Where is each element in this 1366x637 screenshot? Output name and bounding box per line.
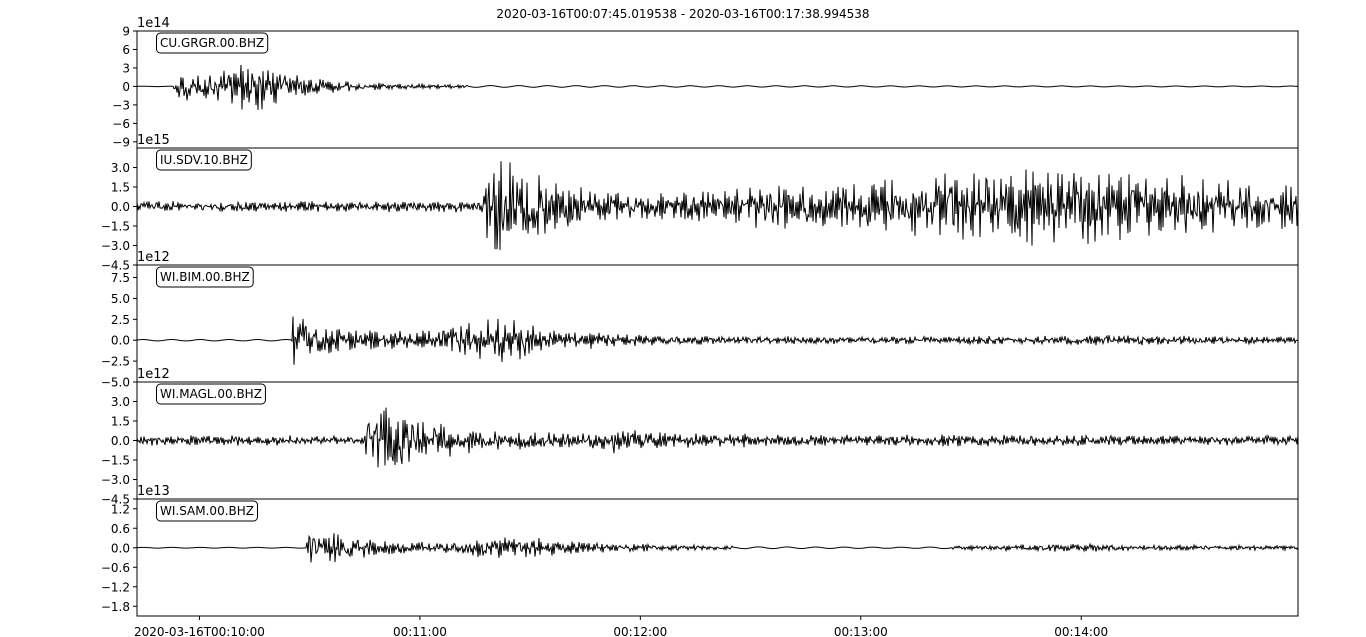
y-tick-label: −4.5 bbox=[101, 259, 130, 273]
station-label: WI.BIM.00.BHZ bbox=[160, 270, 250, 284]
panel-frame bbox=[136, 30, 1299, 149]
y-exponent-label: 1e12 bbox=[137, 250, 170, 265]
y-tick-label: −1.5 bbox=[101, 220, 130, 234]
panel-wi-bim-00-bhz: 7.5 5.0 2.5 0.0 −2.5 −5.0 1e12 WI.BIM.00.BHZ bbox=[101, 250, 1299, 390]
station-label-box bbox=[156, 266, 254, 288]
y-exponent-label: 1e13 bbox=[137, 484, 170, 499]
y-tick-label: −2.5 bbox=[101, 355, 130, 369]
y-tick-label: −1.5 bbox=[101, 454, 130, 468]
y-exponent-label: 1e15 bbox=[137, 133, 170, 148]
panel-iu-sdv-10-bhz: 3.0 1.5 0.0 −1.5 −3.0 −4.5 1e15 IU.SDV.10.BHZ bbox=[101, 133, 1299, 273]
station-label: WI.SAM.00.BHZ bbox=[160, 504, 254, 518]
y-tick-label: −4.5 bbox=[101, 493, 130, 507]
waveform-trace bbox=[137, 161, 1298, 250]
x-tick-label: 00:14:00 bbox=[1054, 625, 1108, 637]
y-tick-label: −3.0 bbox=[101, 473, 130, 487]
y-tick-label: 9 bbox=[122, 25, 130, 39]
y-tick-label: −6 bbox=[112, 117, 130, 131]
y-tick-label: −3.0 bbox=[101, 239, 130, 253]
trace-panels: 9 6 3 0 −3 −6 −9 1e14 CU.GRGR.00.BHZ 3.0 1.5 0.0 −1.… bbox=[101, 16, 1299, 617]
y-tick-label: 3 bbox=[122, 61, 130, 75]
station-label-box bbox=[156, 383, 266, 405]
y-tick-label: 0.0 bbox=[111, 434, 130, 448]
panel-frame bbox=[136, 264, 1299, 383]
y-tick-label: 3.0 bbox=[111, 161, 130, 175]
y-tick-label: 5.0 bbox=[111, 292, 130, 306]
waveform-trace bbox=[137, 533, 1298, 563]
panel-wi-magl-00-bhz: 3.0 1.5 0.0 −1.5 −3.0 −4.5 1e12 WI.MAGL.00.BHZ bbox=[101, 367, 1299, 507]
station-label: CU.GRGR.00.BHZ bbox=[160, 36, 264, 50]
y-tick-label: 0.0 bbox=[111, 200, 130, 214]
x-tick-label: 00:12:00 bbox=[613, 625, 667, 637]
y-tick-label: 0.0 bbox=[111, 541, 130, 555]
x-tick-label: 00:13:00 bbox=[834, 625, 888, 637]
chart-title: 2020-03-16T00:07:45.019538 - 2020-03-16T… bbox=[496, 7, 869, 21]
y-exponent-label: 1e14 bbox=[137, 16, 170, 31]
panel-cu-grgr-00-bhz: 9 6 3 0 −3 −6 −9 1e14 CU.GRGR.00.BHZ bbox=[112, 16, 1299, 149]
panel-wi-sam-00-bhz: 1.2 0.6 0.0 −0.6 −1.2 −1.8 1e13 WI.SAM.00.BHZ bbox=[101, 484, 1299, 617]
waveform-trace bbox=[137, 407, 1298, 468]
y-tick-label: 1.5 bbox=[111, 181, 130, 195]
y-tick-label: 1.2 bbox=[111, 502, 130, 516]
y-tick-label: −5.0 bbox=[101, 376, 130, 390]
waveform-trace bbox=[137, 316, 1298, 365]
y-tick-label: 0.6 bbox=[111, 522, 130, 536]
station-label-box bbox=[156, 500, 258, 522]
y-tick-label: 3.0 bbox=[111, 395, 130, 409]
y-tick-label: 7.5 bbox=[111, 271, 130, 285]
y-tick-label: 0.0 bbox=[111, 334, 130, 348]
panel-frame bbox=[136, 498, 1299, 617]
station-label-box bbox=[156, 149, 252, 171]
y-tick-label: 6 bbox=[122, 43, 130, 57]
y-tick-label: 2.5 bbox=[111, 313, 130, 327]
station-label-box bbox=[156, 32, 269, 54]
y-tick-label: −1.2 bbox=[101, 580, 130, 594]
x-tick-label: 2020-03-16T00:10:00 bbox=[134, 625, 265, 637]
station-label: WI.MAGL.00.BHZ bbox=[160, 387, 262, 401]
y-exponent-label: 1e12 bbox=[137, 367, 170, 382]
y-tick-label: −3 bbox=[112, 98, 130, 112]
y-tick-label: −1.8 bbox=[101, 600, 130, 614]
y-tick-label: 0 bbox=[122, 80, 130, 94]
time-axis: 2020-03-16T00:10:00 00:11:00 00:12:00 00:13… bbox=[134, 616, 1108, 637]
y-tick-label: −9 bbox=[112, 135, 130, 149]
waveform-trace bbox=[137, 64, 1298, 110]
station-label: IU.SDV.10.BHZ bbox=[160, 153, 248, 167]
y-tick-label: −0.6 bbox=[101, 561, 130, 575]
y-tick-label: 1.5 bbox=[111, 415, 130, 429]
x-tick-label: 00:11:00 bbox=[393, 625, 447, 637]
